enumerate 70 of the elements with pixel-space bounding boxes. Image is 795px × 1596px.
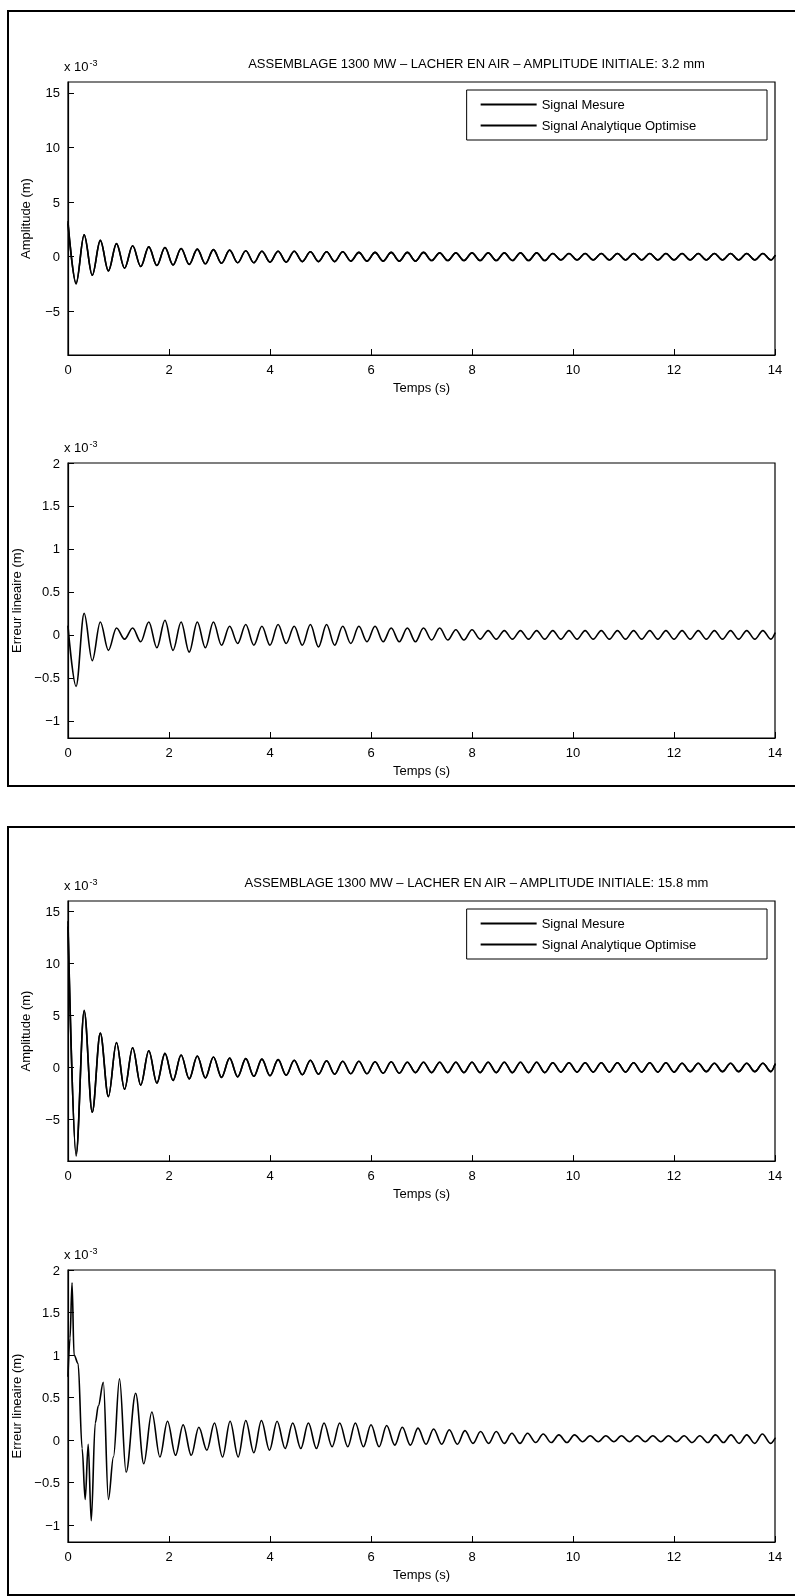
x-tick-label: 12	[666, 1168, 682, 1184]
x-tick-label: 10	[565, 745, 581, 760]
x-tick-label: 2	[165, 1168, 173, 1184]
y-tick-label: 0	[52, 627, 60, 643]
x-tick-label: 12	[666, 362, 682, 377]
x-tick-label: 10	[565, 1549, 581, 1564]
x-tick-label: 4	[266, 1549, 274, 1564]
y-tick-label: 15	[45, 903, 60, 919]
x-axis-title: Temps (s)	[392, 379, 451, 395]
x-tick-label: 0	[64, 362, 72, 377]
x-tick-label: 8	[468, 362, 476, 377]
y-tick-label: −5	[45, 1111, 60, 1127]
legend-label: Signal Analytique Optimise	[541, 118, 697, 133]
x-tick-label: 6	[367, 362, 375, 377]
x-tick-label: 10	[565, 362, 581, 377]
y-tick-label: 0.5	[41, 584, 60, 600]
y-tick-label: 5	[52, 1007, 60, 1023]
y-tick-label: −1	[45, 1517, 60, 1533]
y-tick-label: 5	[52, 194, 60, 210]
chart-title: ASSEMBLAGE 1300 MW – LACHER EN AIR – AMPLITUDE INITIALE: 3.2 mm	[248, 56, 705, 71]
y-tick-label: 0	[52, 249, 60, 265]
y-tick-label: 15	[45, 85, 60, 101]
x-tick-label: 4	[266, 1168, 274, 1184]
y-tick-label: 1	[52, 541, 60, 557]
y-tick-label: 1.5	[41, 498, 60, 514]
y-tick-label: 2	[52, 455, 60, 471]
x-tick-label: 8	[468, 1549, 476, 1564]
x-tick-label: 6	[367, 745, 375, 760]
x-axis-title: Temps (s)	[392, 762, 451, 778]
x-tick-label: 6	[367, 1549, 375, 1564]
x-tick-label: 0	[64, 745, 72, 760]
y-tick-label: −1	[45, 713, 60, 729]
chart-title: ASSEMBLAGE 1300 MW – LACHER EN AIR – AMPLITUDE INITIALE: 15.8 mm	[244, 875, 709, 890]
x-tick-label: 2	[165, 745, 173, 760]
y-tick-label: 1.5	[41, 1305, 60, 1320]
y-axis-title: Erreur lineaire (m)	[9, 1353, 25, 1459]
x-tick-label: 6	[367, 1168, 375, 1184]
y-tick-label: 0	[52, 1432, 60, 1448]
y-tick-label: 10	[45, 955, 60, 971]
legend-label: Signal Mesure	[541, 97, 625, 112]
legend-label: Signal Analytique Optimise	[541, 937, 697, 952]
x-tick-label: 4	[266, 362, 274, 377]
x-tick-label: 12	[666, 745, 682, 760]
x-tick-label: 14	[767, 745, 783, 760]
y-tick-label: 1	[52, 1347, 60, 1363]
y-tick-label: −0.5	[34, 670, 60, 686]
legend-label: Signal Mesure	[541, 916, 625, 931]
x-tick-label: 14	[767, 362, 783, 377]
x-tick-label: 2	[165, 362, 173, 377]
y-tick-label: 2	[52, 1262, 60, 1278]
x-tick-label: 8	[468, 745, 476, 760]
x-tick-label: 0	[64, 1549, 72, 1564]
y-axis-title: Erreur lineaire (m)	[9, 548, 25, 653]
x-tick-label: 10	[565, 1168, 581, 1184]
x-tick-label: 4	[266, 745, 274, 760]
x-tick-label: 14	[767, 1168, 783, 1184]
x-tick-label: 12	[666, 1549, 682, 1564]
x-tick-label: 14	[767, 1549, 783, 1564]
y-tick-label: 0.5	[41, 1390, 60, 1405]
x-axis-title: Temps (s)	[392, 1186, 451, 1201]
y-tick-label: −0.5	[34, 1475, 60, 1490]
x-axis-title: Temps (s)	[392, 1566, 451, 1582]
x-tick-label: 8	[468, 1168, 476, 1184]
y-tick-label: 0	[52, 1059, 60, 1075]
y-tick-label: 10	[45, 140, 60, 156]
y-axis-title: Amplitude (m)	[18, 990, 33, 1072]
x-tick-label: 0	[64, 1168, 72, 1184]
y-axis-title: Amplitude (m)	[18, 178, 33, 259]
y-tick-label: −5	[45, 303, 60, 319]
x-tick-label: 2	[165, 1549, 173, 1564]
